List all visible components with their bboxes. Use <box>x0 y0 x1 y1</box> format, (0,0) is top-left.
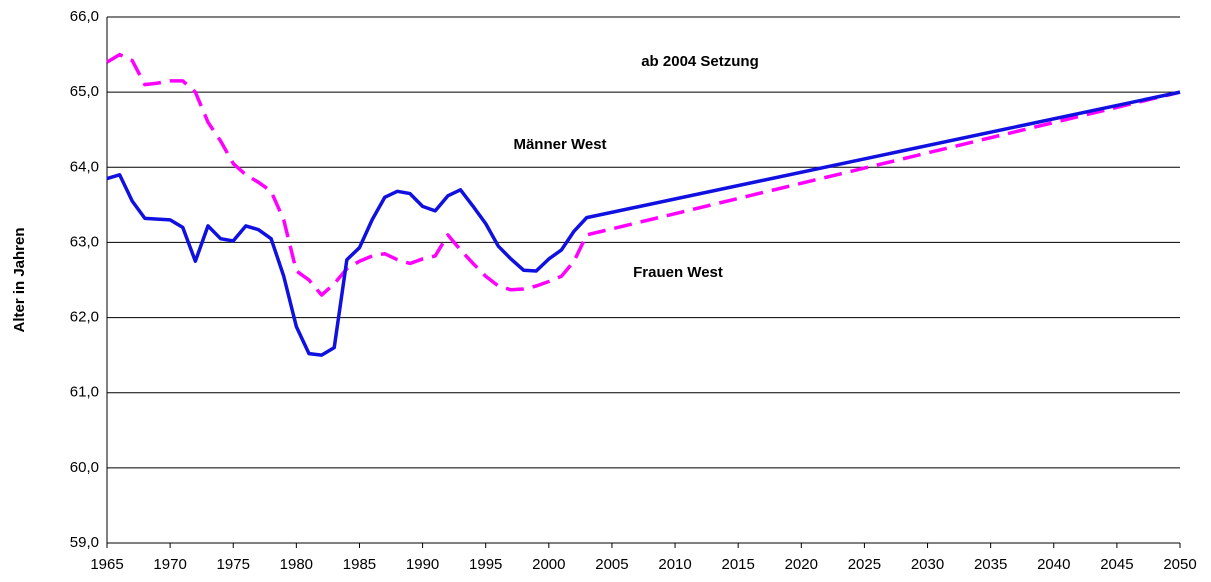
series-label: Männer West <box>513 136 606 153</box>
x-tick-label: 1990 <box>406 556 439 573</box>
series-line <box>106 52 1181 297</box>
x-tick-label: 1970 <box>153 556 186 573</box>
x-tick-label: 1980 <box>280 556 313 573</box>
series-label: Frauen West <box>633 264 723 281</box>
x-tick-label: 1995 <box>469 556 502 573</box>
x-tick-label: 2000 <box>532 556 565 573</box>
y-tick-label: 65,0 <box>70 83 99 100</box>
y-tick-label: 61,0 <box>70 384 99 401</box>
series-line <box>106 90 1181 357</box>
annotation: ab 2004 Setzung <box>641 53 759 70</box>
x-tick-label: 2015 <box>721 556 754 573</box>
x-tick-label: 1965 <box>90 556 123 573</box>
x-tick-label: 2005 <box>595 556 628 573</box>
x-tick-label: 2035 <box>974 556 1007 573</box>
y-tick-label: 64,0 <box>70 158 99 175</box>
x-tick-label: 2050 <box>1163 556 1196 573</box>
x-tick-label: 2040 <box>1037 556 1070 573</box>
x-tick-label: 2045 <box>1100 556 1133 573</box>
x-tick-label: 2025 <box>848 556 881 573</box>
y-axis-label: Alter in Jahren <box>11 227 28 332</box>
x-tick-label: 2010 <box>658 556 691 573</box>
x-tick-label: 1975 <box>217 556 250 573</box>
y-tick-label: 66,0 <box>70 8 99 25</box>
y-tick-label: 63,0 <box>70 233 99 250</box>
x-tick-label: 1985 <box>343 556 376 573</box>
x-tick-label: 2020 <box>785 556 818 573</box>
y-tick-label: 60,0 <box>70 459 99 476</box>
y-tick-label: 59,0 <box>70 534 99 551</box>
x-tick-label: 2030 <box>911 556 944 573</box>
y-tick-label: 62,0 <box>70 309 99 326</box>
